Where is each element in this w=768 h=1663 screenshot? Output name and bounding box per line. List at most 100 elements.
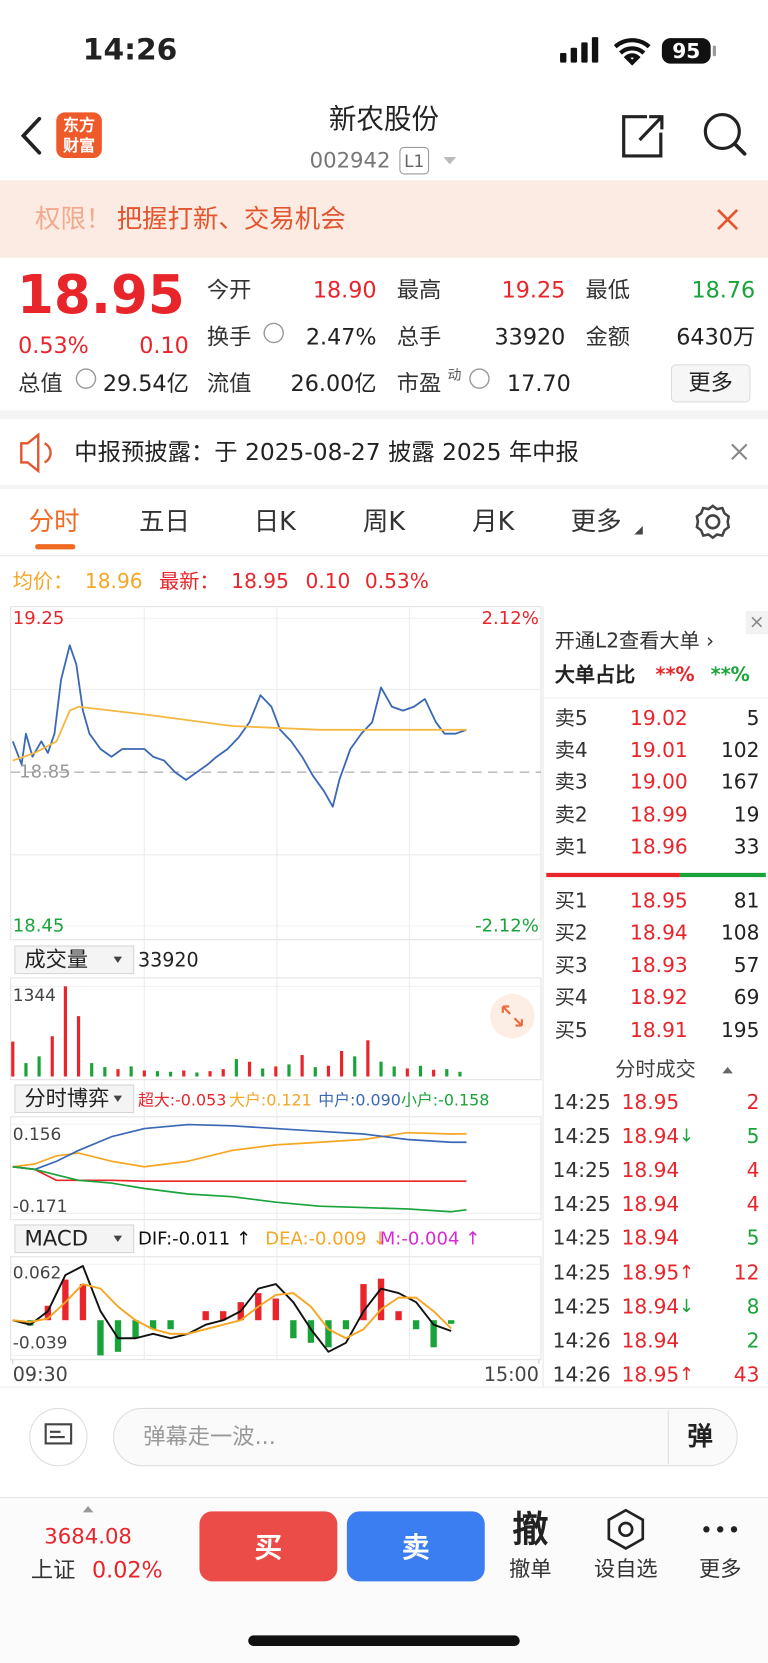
stock-code: 002942 (310, 149, 391, 174)
volume-bar (445, 1069, 449, 1077)
comment-button[interactable]: 弹 (687, 1422, 712, 1452)
series-line (12, 1283, 452, 1340)
book-price: 18.91 (630, 1018, 688, 1042)
l2-promo[interactable]: 开通L2查看大单 › (555, 629, 714, 653)
field-label: 最高 (397, 278, 442, 304)
share-button[interactable] (622, 115, 664, 158)
ratio-buy: **% (656, 663, 695, 686)
battery (661, 38, 711, 64)
tab[interactable]: 月K (472, 507, 515, 537)
field-value: 17.70 (507, 371, 571, 397)
home-indicator (248, 1635, 520, 1647)
legend-entry: 超大:-0.053 (138, 1090, 226, 1109)
trade-price: 18.94 (622, 1295, 680, 1319)
battery-tip (712, 45, 716, 57)
banner[interactable] (0, 180, 768, 258)
notice-text[interactable]: 中报预披露：于 2025-08-27 披露 2025 年中报 (74, 438, 579, 466)
macd-bar (220, 1311, 227, 1321)
volume-bar (392, 1066, 396, 1077)
y2-tick-label: -2.12% (475, 915, 539, 936)
book-volume: 33 (734, 834, 760, 858)
comment-input[interactable] (113, 1407, 738, 1467)
trade-price: 18.95 (622, 1261, 680, 1285)
stock-name: 新农股份 (329, 102, 439, 135)
trade-arrow: ↓ (679, 1125, 694, 1146)
book-volume: 19 (734, 803, 760, 827)
book-price: 18.92 (630, 985, 688, 1009)
macd-bar (167, 1320, 174, 1330)
search-button[interactable] (703, 112, 741, 151)
field-label-sup: 动 (448, 367, 462, 383)
book-label: 买3 (555, 953, 588, 977)
tab[interactable]: 更多 (571, 507, 622, 537)
volume-bar (300, 1055, 304, 1077)
volume-bar (142, 1070, 146, 1077)
notice-close[interactable] (731, 443, 748, 460)
index-change: 0.02% (92, 1558, 163, 1584)
volume-bar (418, 1065, 423, 1077)
trade-price: 18.94 (622, 1124, 680, 1148)
trade-volume: 8 (747, 1295, 760, 1319)
notice-icon (20, 432, 52, 474)
back-button[interactable] (20, 116, 42, 155)
panel-close-icon (751, 616, 763, 628)
field-label: 市盈 (397, 371, 442, 397)
trade-arrow: ↑ (679, 1262, 694, 1283)
volume-bar (353, 1056, 357, 1077)
tab[interactable]: 分时 (29, 507, 80, 537)
expand-button[interactable] (490, 993, 535, 1039)
tab[interactable]: 周K (363, 507, 406, 537)
book-volume: 57 (734, 953, 760, 977)
trade-price: 18.94 (622, 1192, 680, 1216)
more-icon[interactable] (703, 1526, 738, 1533)
chart-title: 成交量 (24, 947, 88, 972)
series-line (12, 705, 467, 762)
macd-bar (114, 1320, 122, 1352)
last-price-small: 18.95 (231, 569, 289, 593)
settings-button[interactable] (695, 504, 731, 540)
buy-button[interactable] (199, 1511, 338, 1582)
volume-bar (11, 1041, 15, 1077)
book-label: 买5 (555, 1018, 588, 1042)
more-button[interactable] (670, 364, 751, 403)
trade-volume: 43 (734, 1363, 760, 1387)
banner-close[interactable] (717, 209, 739, 231)
y-tick-label: 0.156 (13, 1124, 62, 1144)
field-value: 26.00亿 (291, 371, 377, 397)
trade-volume: 2 (747, 1090, 760, 1114)
field-label: 流值 (207, 371, 252, 397)
y-tick-label: 1344 (13, 985, 56, 1005)
tab[interactable]: 五日 (139, 507, 190, 537)
volume-bar (182, 1070, 186, 1077)
wifi-icon (613, 38, 651, 66)
tab[interactable]: 日K (254, 507, 297, 537)
trade-arrow: ↓ (679, 1296, 694, 1317)
field-value: 19.25 (502, 278, 566, 304)
watch-icon[interactable] (607, 1508, 645, 1550)
trade-time: 14:26 (553, 1363, 611, 1387)
field-value: 2.47% (306, 324, 377, 350)
cancel-icon[interactable]: 撤 (512, 1508, 548, 1550)
level-text: L1 (404, 151, 424, 171)
signal-icon (560, 37, 599, 63)
macd-bar (44, 1305, 52, 1321)
macd-bar (272, 1298, 280, 1321)
volume-bar (274, 1066, 278, 1077)
volume-bar (37, 1056, 41, 1077)
book-price: 18.93 (630, 953, 688, 977)
last-label: 最新： (159, 569, 219, 593)
book-label: 买4 (555, 985, 588, 1009)
buy-text: 买 (255, 1531, 283, 1564)
ratio-label: 大单占比 (555, 663, 636, 687)
book-volume: 81 (734, 888, 760, 912)
field-value: 6430万 (676, 324, 755, 350)
series-line (12, 1123, 467, 1171)
field-label: 今开 (207, 278, 252, 304)
sell-button[interactable] (346, 1511, 485, 1582)
trades-title[interactable]: 分时成交 (615, 1057, 696, 1081)
index-arrow (82, 1506, 94, 1513)
quote-fields: 今开 18.90 最高 19.25 最低 18.76 换手 2.47% 总手 33920 金额 643… (18, 278, 755, 397)
avg-price: 18.96 (85, 569, 143, 593)
book-volume: 108 (721, 920, 759, 944)
